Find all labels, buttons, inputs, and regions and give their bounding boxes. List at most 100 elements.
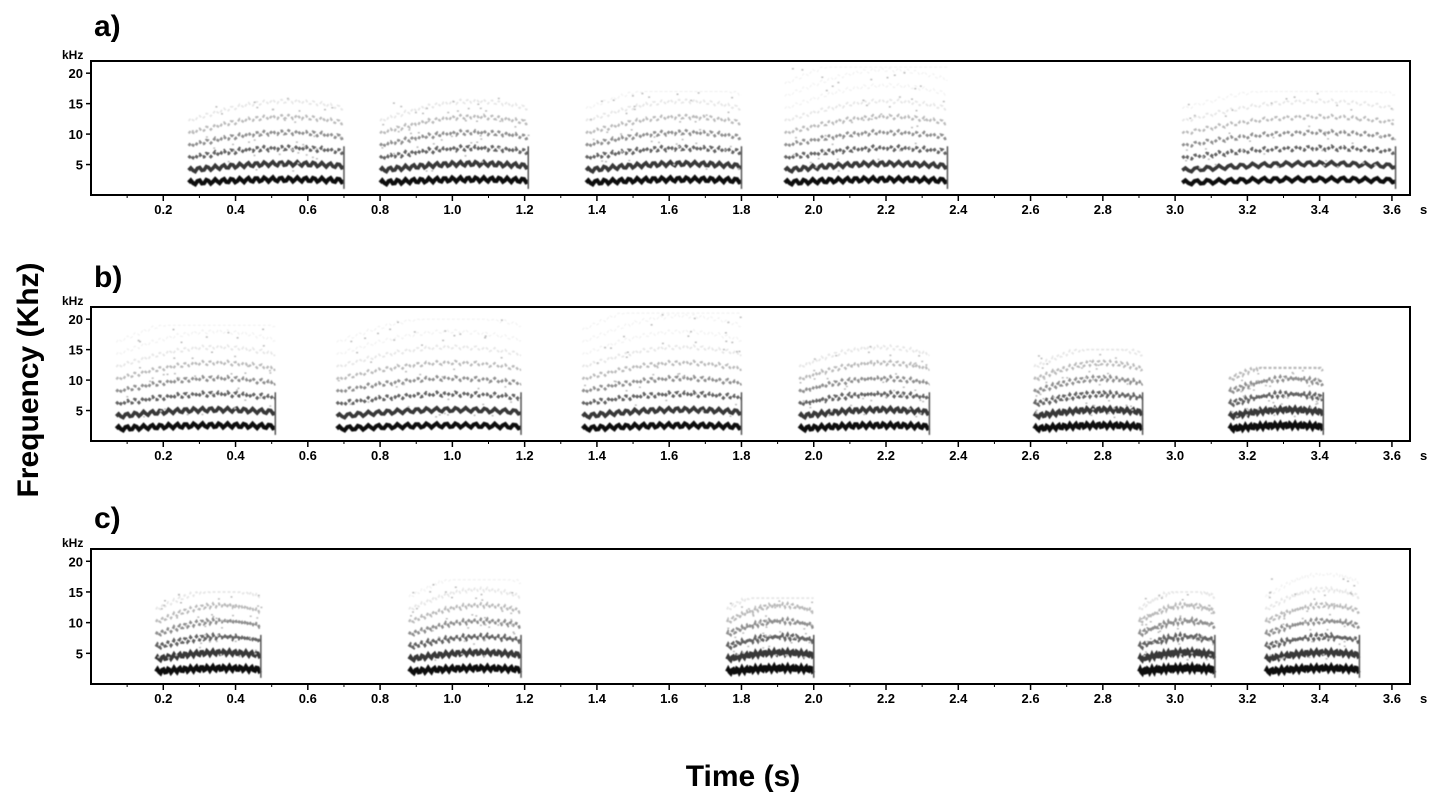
spectral-speckle	[1379, 135, 1382, 138]
harmonic-band	[581, 328, 742, 356]
spectral-speckle	[631, 95, 634, 97]
spectral-speckle	[211, 614, 213, 616]
spectral-speckle	[697, 92, 700, 94]
spectral-speckle	[225, 619, 228, 621]
spectral-speckle	[257, 594, 260, 597]
spectral-speckle	[638, 386, 641, 388]
spectral-speckle	[220, 620, 223, 622]
spectral-speckle	[601, 160, 604, 162]
spectral-speckle	[919, 85, 922, 87]
spectral-speckle	[412, 591, 415, 594]
spectral-speckle	[652, 373, 655, 376]
spectral-speckle	[1257, 373, 1260, 375]
spectral-speckle	[137, 339, 140, 342]
harmonic-band	[783, 159, 949, 174]
x-tick-label: 3.4	[1311, 202, 1330, 217]
spectral-speckle	[600, 100, 603, 102]
spectral-speckle	[463, 640, 466, 642]
spectral-speckle	[870, 399, 873, 402]
spectral-speckle	[491, 414, 494, 417]
harmonic-band	[783, 174, 949, 187]
spectral-speckle	[1212, 643, 1215, 646]
spectral-speckle	[736, 653, 739, 656]
spectral-speckle	[825, 89, 828, 92]
spectral-speckle	[1269, 385, 1272, 387]
spectral-speckle	[1241, 379, 1243, 382]
y-tick-label: 20	[69, 312, 83, 327]
spectral-speckle	[1277, 641, 1279, 643]
spectral-speckle	[596, 362, 599, 364]
harmonic-band	[408, 579, 522, 598]
harmonic-band	[408, 601, 522, 624]
spectral-speckle	[1037, 355, 1040, 357]
x-tick-label: 0.2	[154, 448, 172, 463]
spectral-speckle	[292, 170, 295, 172]
x-tick-label: 3.2	[1238, 691, 1256, 706]
spectral-speckle	[885, 396, 888, 398]
spectral-speckle	[835, 354, 838, 357]
spectral-speckle	[221, 627, 223, 629]
spectral-speckle	[208, 641, 211, 643]
spectral-speckle	[173, 357, 176, 359]
spectral-speckle	[809, 406, 812, 409]
x-tick-label: 2.2	[877, 448, 895, 463]
spectral-speckle	[1252, 389, 1255, 391]
spectral-speckle	[1193, 114, 1196, 117]
spectral-speckle	[186, 413, 189, 416]
spectral-speckle	[1107, 372, 1109, 375]
spectral-speckle	[1268, 400, 1270, 402]
spectral-speckle	[453, 334, 456, 337]
spectral-speckle	[151, 377, 154, 379]
spectral-speckle	[1277, 166, 1280, 168]
x-tick-label: 1.2	[516, 448, 534, 463]
spectral-speckle	[356, 351, 359, 354]
spectral-speckle	[1179, 615, 1182, 617]
spectral-speckle	[1343, 640, 1346, 643]
spectral-speckle	[1187, 103, 1190, 106]
spectral-speckle	[305, 154, 308, 156]
harmonic-band	[585, 90, 742, 110]
spectral-speckle	[727, 321, 730, 324]
harmonic-band	[115, 389, 276, 407]
spectral-speckle	[785, 654, 787, 656]
spectral-speckle	[1249, 140, 1251, 142]
harmonic-band	[584, 159, 743, 174]
spectral-speckle	[623, 335, 625, 338]
spectral-speckle	[213, 147, 216, 149]
harmonic-band	[1263, 661, 1361, 677]
spectral-speckle	[297, 152, 300, 154]
spectral-speckle	[1236, 415, 1239, 417]
spectral-speckle	[914, 389, 917, 391]
spectral-speckle	[447, 111, 450, 114]
spectral-speckle	[1043, 378, 1046, 380]
spectral-speckle	[456, 110, 459, 112]
spectral-speckle	[724, 332, 727, 334]
harmonic-band	[725, 646, 815, 664]
spectral-speckle	[1394, 138, 1396, 141]
y-tick-label: 10	[69, 616, 83, 631]
spectral-speckle	[888, 106, 891, 108]
spectral-speckle	[1336, 104, 1339, 107]
spectral-speckle	[1279, 658, 1282, 660]
harmonic-band	[1264, 572, 1360, 598]
spectral-speckle	[1357, 118, 1360, 121]
spectral-speckle	[1052, 396, 1055, 398]
spectral-speckle	[1099, 353, 1102, 356]
spectral-speckle	[1272, 136, 1275, 139]
spectral-speckle	[815, 166, 818, 168]
spectral-speckle	[143, 416, 145, 418]
spectral-speckle	[1046, 363, 1049, 365]
spectral-speckle	[477, 103, 480, 105]
spectral-speckle	[865, 104, 868, 107]
plot-frame	[90, 306, 1411, 442]
spectral-speckle	[1224, 115, 1227, 117]
spectral-speckle	[870, 360, 873, 362]
call-syllable	[1227, 366, 1325, 435]
spectral-speckle	[481, 161, 484, 163]
spectral-speckle	[605, 160, 607, 163]
spectral-speckle	[247, 133, 250, 136]
spectral-speckle	[731, 96, 734, 99]
spectral-speckle	[795, 136, 797, 139]
spectral-speckle	[1207, 158, 1210, 160]
harmonic-band	[187, 174, 345, 188]
